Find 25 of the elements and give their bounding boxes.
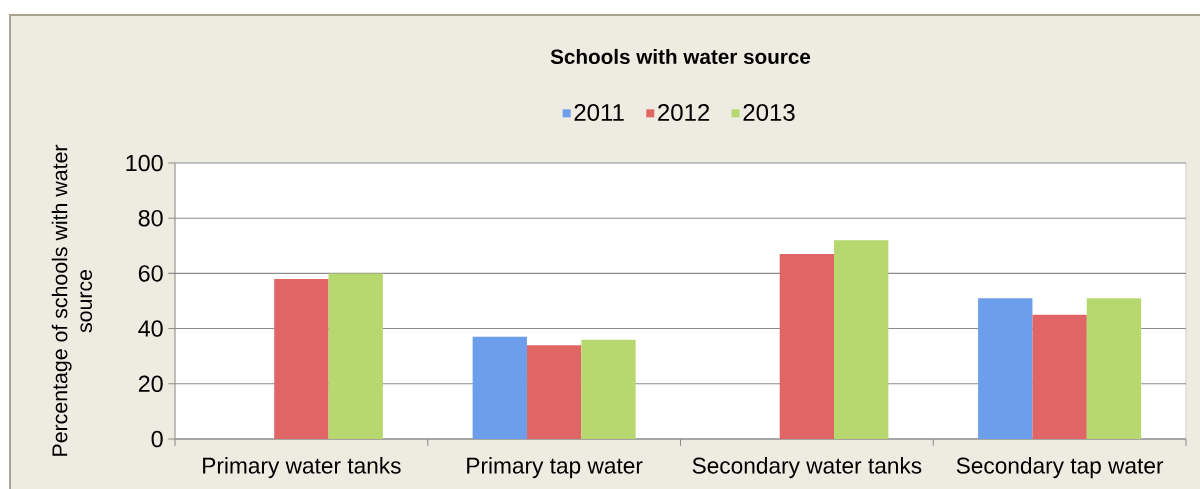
bar xyxy=(581,339,636,439)
y-tick-label: 80 xyxy=(138,209,163,227)
bar xyxy=(779,254,835,439)
bar xyxy=(1032,314,1087,439)
bar xyxy=(328,273,383,439)
x-tick-label: Secondary tap water xyxy=(956,457,1164,479)
y-tick-label: 20 xyxy=(138,375,163,393)
x-tick-label: Primary tap water xyxy=(467,457,643,479)
bar xyxy=(274,278,329,439)
bar xyxy=(526,345,582,439)
legend-label: 2012 xyxy=(658,103,710,121)
y-axis-title: Percentage of schools with water source xyxy=(51,144,93,456)
legend-label: 2013 xyxy=(743,103,795,121)
chart-title: Schools with water source xyxy=(550,48,811,65)
y-tick-label: 40 xyxy=(138,320,163,337)
y-tick-label: 60 xyxy=(138,265,163,282)
bar xyxy=(978,298,1033,439)
bar xyxy=(1086,298,1142,439)
bar xyxy=(834,240,889,439)
x-tick-label: Primary water tanks xyxy=(203,457,401,479)
y-tick-label: 0 xyxy=(151,430,163,448)
y-tick-label: 100 xyxy=(126,154,163,172)
legend-label: 2011 xyxy=(574,103,624,121)
bar xyxy=(472,336,527,439)
x-tick-label: Secondary water tanks xyxy=(692,457,922,479)
